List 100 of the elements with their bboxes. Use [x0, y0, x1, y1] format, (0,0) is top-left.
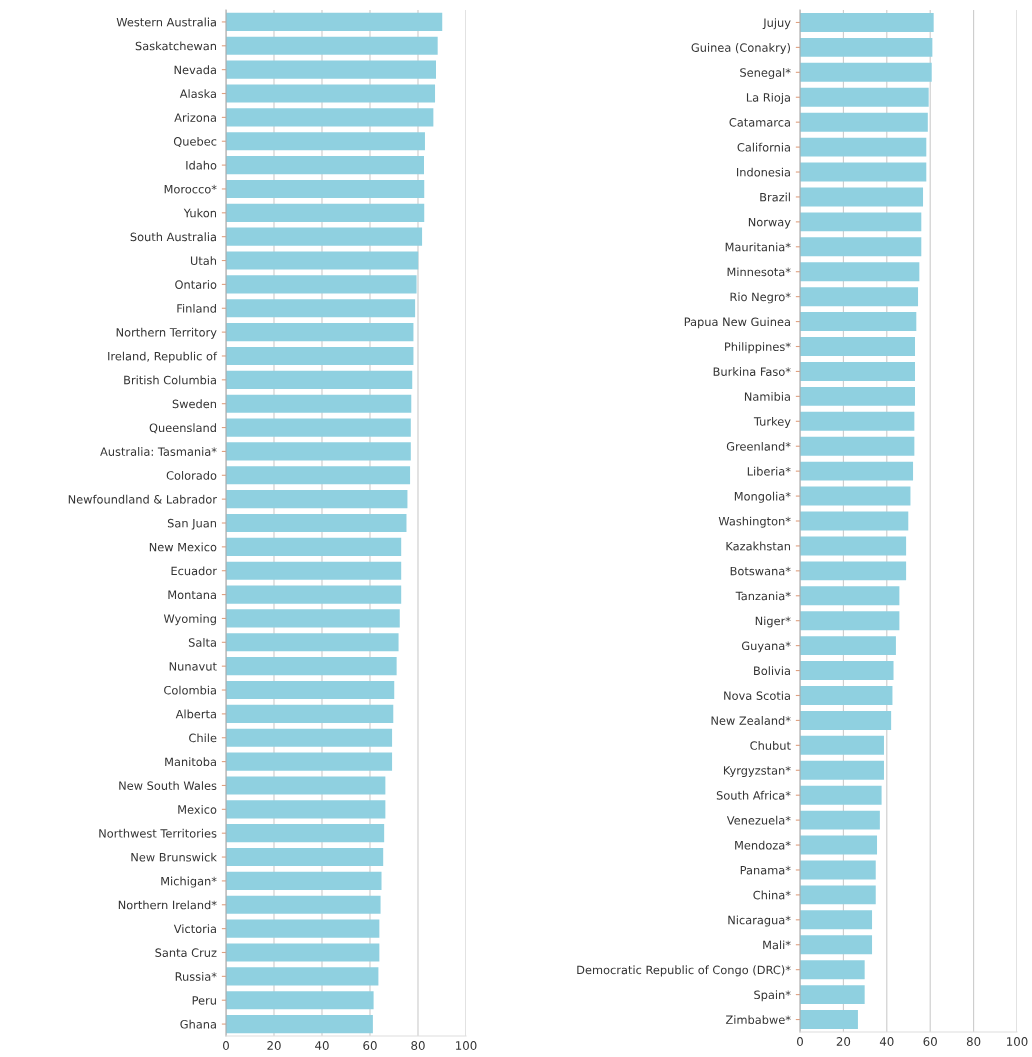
y-tick-label: Peru [192, 996, 216, 1005]
y-tick-label: Ontario [175, 280, 217, 289]
bar [800, 486, 911, 506]
bar [800, 511, 909, 531]
bar [226, 108, 434, 127]
y-tick-label: Niger* [755, 616, 791, 628]
bar [800, 237, 922, 257]
bar [226, 633, 399, 652]
y-tick-label: Jujuy [762, 18, 791, 30]
y-tick-label: Utah [190, 256, 217, 266]
x-tick-label: 100 [1007, 1037, 1028, 1046]
bar [800, 162, 927, 182]
y-tick-label: Tanzania* [735, 591, 791, 601]
bar [800, 636, 896, 656]
bar [800, 262, 920, 282]
bar [800, 860, 876, 880]
bar [800, 137, 927, 157]
y-tick-label: Bolivia [754, 666, 790, 676]
y-tick-label: Michigan* [161, 876, 217, 888]
bar [800, 212, 922, 232]
y-tick-label: Alaska [179, 89, 216, 98]
x-tick-label: 40 [879, 1037, 894, 1046]
bar [226, 12, 443, 31]
bar [800, 960, 865, 980]
x-tick-label: 80 [966, 1037, 981, 1046]
y-tick-label: South Australia [130, 232, 216, 242]
bar [226, 704, 394, 723]
bar [800, 37, 933, 57]
y-tick-label: Wyoming [163, 614, 216, 626]
bar [226, 299, 416, 318]
y-tick-label: New South Wales [119, 781, 217, 790]
bar [226, 919, 380, 938]
y-tick-label: Colorado [166, 470, 217, 480]
y-tick-label: Nevada [174, 65, 216, 75]
y-tick-label: Ireland, Republic of [108, 351, 218, 363]
y-tick-label: Washington* [718, 516, 791, 528]
y-tick-label: Northern Ireland* [118, 900, 217, 910]
x-tick-label: 40 [315, 1041, 329, 1050]
bar [800, 661, 894, 681]
bar [226, 585, 402, 604]
bar [226, 84, 436, 103]
x-tick-label: 60 [923, 1037, 937, 1046]
y-tick-label: Kazakhstan [726, 541, 791, 551]
bar [226, 824, 385, 843]
bar [226, 561, 402, 580]
y-tick-label: Nova Scotia [724, 691, 790, 700]
y-tick-label: Panama* [740, 865, 791, 875]
bar [800, 935, 873, 955]
bar [800, 810, 880, 830]
y-tick-label: Northern Territory [116, 327, 217, 339]
bar [226, 752, 393, 771]
x-tick-label: 20 [836, 1037, 851, 1046]
y-tick-label: Western Australia [116, 17, 216, 27]
y-tick-label: New Mexico [149, 542, 217, 552]
bar [800, 611, 900, 631]
bar [226, 871, 382, 890]
y-tick-label: Russia* [175, 972, 217, 981]
y-tick-label: Montana [168, 590, 216, 600]
bar [800, 536, 907, 556]
bar [226, 728, 393, 747]
y-tick-label: New Brunswick [131, 852, 217, 862]
x-tick-label: 60 [363, 1041, 377, 1050]
bar [226, 609, 400, 628]
bar [800, 735, 884, 755]
y-tick-label: Alberta [175, 709, 216, 719]
bar [800, 62, 932, 82]
y-tick-label: New Zealand* [711, 716, 791, 725]
y-tick-label: Morocco* [164, 184, 217, 194]
y-tick-label: Newfoundland & Labrador [68, 494, 217, 504]
y-tick-label: Quebec [173, 136, 217, 148]
y-tick-label: Salta [188, 637, 216, 647]
bar [800, 586, 900, 606]
bar [800, 985, 865, 1005]
x-tick-label: 80 [411, 1041, 425, 1050]
bar [800, 461, 914, 481]
bar [800, 561, 907, 581]
y-tick-label: Burkina Faso* [713, 367, 791, 376]
bar [226, 132, 425, 151]
y-tick-label: Brazil [760, 192, 790, 202]
y-tick-label: Kyrgyzstan* [723, 766, 791, 777]
y-tick-label: Australia: Tasmania* [100, 447, 217, 456]
y-tick-label: Chile [189, 733, 217, 743]
y-tick-label: Zimbabwe* [725, 1015, 791, 1025]
y-tick-label: Mauritania* [725, 242, 791, 252]
bar [800, 386, 916, 406]
bar [226, 991, 374, 1010]
bar [226, 227, 423, 246]
y-tick-label: British Columbia [124, 375, 216, 385]
bar [226, 179, 425, 199]
y-tick-label: Indonesia [737, 167, 790, 177]
bar [800, 885, 876, 905]
x-tick-label: 0 [797, 1037, 803, 1046]
bar [226, 847, 384, 867]
y-tick-label: California [737, 142, 790, 152]
y-tick-label: Mongolia* [734, 491, 791, 503]
bar [800, 287, 919, 307]
y-tick-label: Santa Cruz [155, 948, 217, 957]
bar [800, 760, 884, 780]
bar [226, 657, 397, 676]
bar [800, 337, 916, 356]
